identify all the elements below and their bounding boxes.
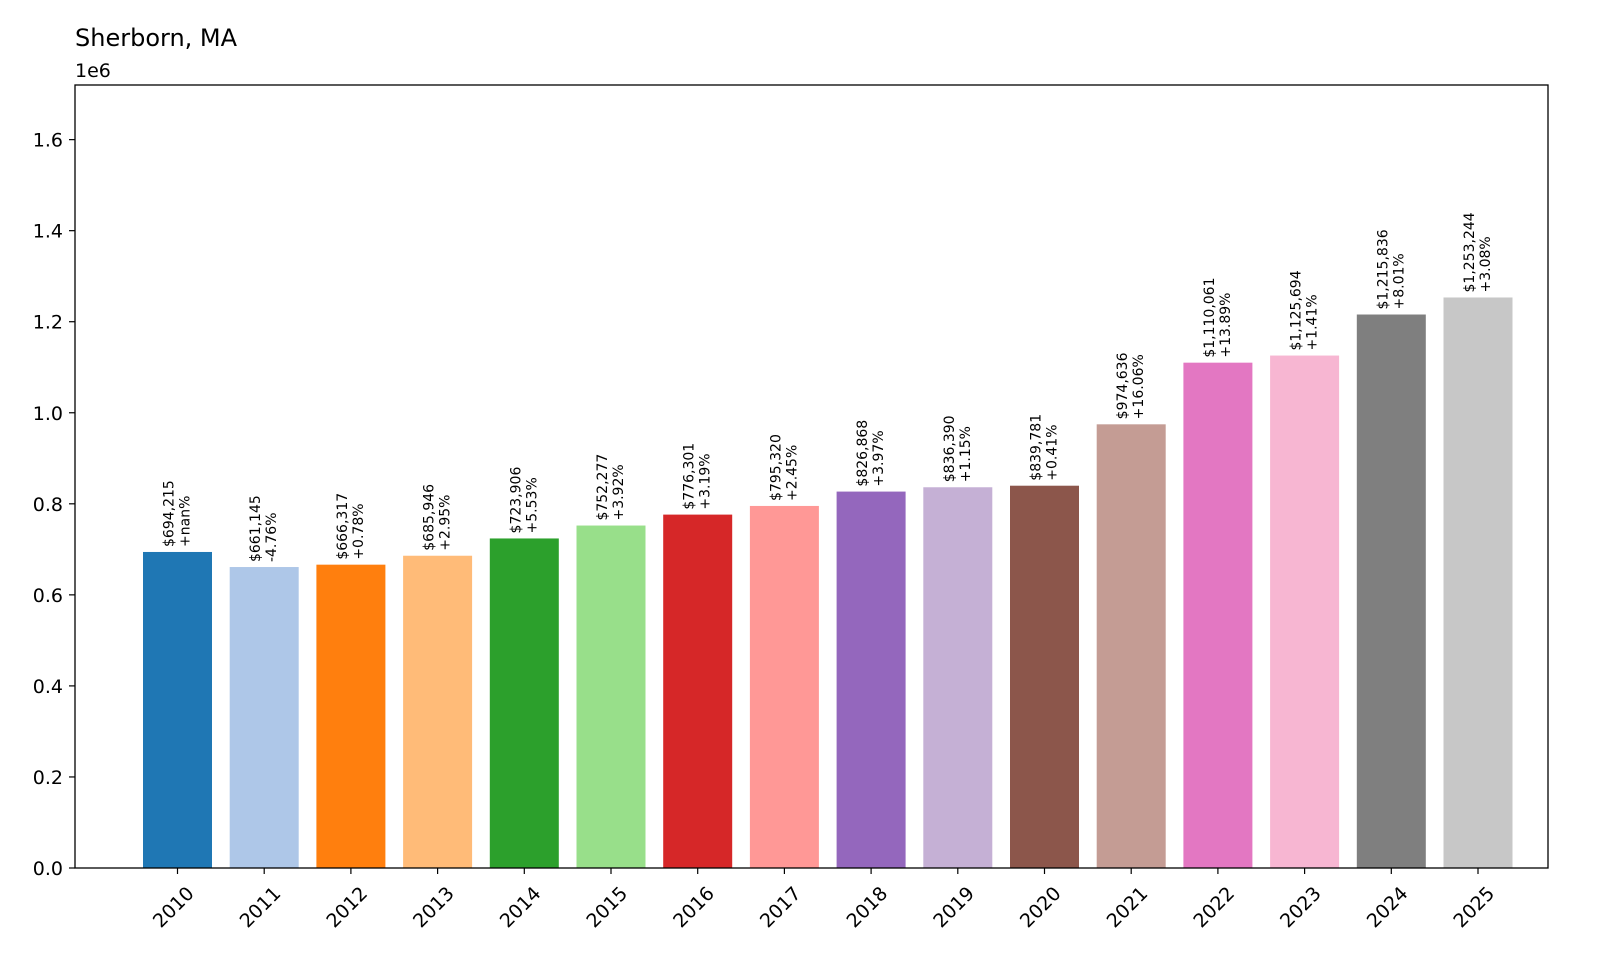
x-tick-label-2019: 2019 xyxy=(929,883,979,933)
bar-2011 xyxy=(229,567,299,868)
bar-2022 xyxy=(1183,362,1253,868)
bar-change-label: +8.01% xyxy=(1391,253,1407,309)
bar-2016 xyxy=(663,514,733,868)
y-tick-label: 0.4 xyxy=(33,676,63,698)
x-tick-label-2024: 2024 xyxy=(1363,883,1413,933)
y-tick-label: 1.6 xyxy=(33,130,63,152)
y-tick-label: 1.0 xyxy=(33,403,63,425)
y-tick-label: 1.2 xyxy=(33,312,63,334)
x-tick-label-2011: 2011 xyxy=(236,883,286,933)
bar-change-label: +1.15% xyxy=(958,426,974,482)
bar-data-label-2013: $685,946+2.95% xyxy=(422,484,454,551)
plot-frame xyxy=(74,84,1549,869)
y-axis-offset-label: 1e6 xyxy=(75,60,111,82)
bar-value-label: $974,636 xyxy=(1115,352,1131,419)
bar-data-label-2014: $723,906+5.53% xyxy=(508,467,540,534)
x-tick-label-2020: 2020 xyxy=(1016,883,1066,933)
bar-change-label: +3.19% xyxy=(698,453,714,509)
bar-change-label: +5.53% xyxy=(524,477,540,533)
bar-2021 xyxy=(1096,424,1166,868)
bar-labels-layer: $694,215+nan% $661,145-4.76% $666,317+0.78… xyxy=(162,212,1495,562)
bar-value-label: $1,110,061 xyxy=(1202,277,1218,357)
bar-change-label: +2.45% xyxy=(784,445,800,501)
bars-layer xyxy=(143,297,1513,869)
bar-change-label: +16.06% xyxy=(1131,354,1147,419)
x-tick-label-2015: 2015 xyxy=(582,883,632,933)
x-tick-label-2021: 2021 xyxy=(1103,883,1153,933)
bar-change-label: +13.89% xyxy=(1218,293,1234,358)
bar-value-label: $839,781 xyxy=(1029,414,1045,481)
bar-data-label-2019: $836,390+1.15% xyxy=(942,415,974,482)
bar-value-label: $776,301 xyxy=(682,443,698,510)
bar-2018 xyxy=(836,491,906,868)
x-tick-label-2017: 2017 xyxy=(756,883,806,933)
bar-value-label: $826,868 xyxy=(855,420,871,487)
bar-value-label: $752,277 xyxy=(595,454,611,521)
bar-change-label: +2.95% xyxy=(438,495,454,551)
bar-data-label-2017: $795,320+2.45% xyxy=(768,434,800,501)
bar-data-label-2021: $974,636+16.06% xyxy=(1115,352,1147,419)
bar-2024 xyxy=(1356,314,1426,869)
bar-2020 xyxy=(1010,485,1079,868)
x-tick-label-2010: 2010 xyxy=(149,883,199,933)
bar-2014 xyxy=(489,538,559,868)
x-tick-label-2014: 2014 xyxy=(496,883,546,933)
y-axis: 0.0 0.2 0.4 0.6 0.8 1.0 1.2 1.4 1.6 xyxy=(33,130,75,880)
bar-data-label-2022: $1,110,061+13.89% xyxy=(1202,277,1234,357)
y-tick-label: 0.8 xyxy=(33,494,63,516)
bar-data-label-2015: $752,277+3.92% xyxy=(595,454,627,521)
bar-value-label: $685,946 xyxy=(422,484,438,551)
x-tick-label-2018: 2018 xyxy=(842,883,892,933)
bar-2017 xyxy=(749,505,819,868)
bar-2019 xyxy=(923,487,993,868)
x-axis: 2010 2011 2012 2013 2014 2015 2016 2017 2018 2019… xyxy=(149,868,1499,932)
bar-data-label-2018: $826,868+3.97% xyxy=(855,420,887,487)
bar-value-label: $661,145 xyxy=(248,495,264,562)
x-tick-label-2023: 2023 xyxy=(1276,883,1326,933)
bar-change-label: +nan% xyxy=(178,496,194,547)
bar-change-label: +0.41% xyxy=(1045,424,1061,480)
y-tick-label: 0.2 xyxy=(33,767,63,789)
bar-value-label: $694,215 xyxy=(162,480,178,547)
bar-data-label-2020: $839,781+0.41% xyxy=(1029,414,1061,481)
bar-2010 xyxy=(143,551,212,868)
y-tick-label: 0.0 xyxy=(33,858,63,880)
x-tick-label-2013: 2013 xyxy=(409,883,459,933)
bar-value-label: $1,253,244 xyxy=(1462,212,1478,292)
bar-2012 xyxy=(316,564,386,868)
chart-title: Sherborn, MA xyxy=(75,24,238,52)
bar-change-label: +3.92% xyxy=(611,464,627,520)
bar-value-label: $1,125,694 xyxy=(1289,270,1305,350)
bar-value-label: $666,317 xyxy=(335,493,351,560)
bar-change-label: +0.78% xyxy=(351,503,367,559)
bar-data-label-2025: $1,253,244+3.08% xyxy=(1462,212,1494,292)
bar-value-label: $723,906 xyxy=(508,467,524,534)
bar-change-label: +1.41% xyxy=(1305,294,1321,350)
x-tick-label-2012: 2012 xyxy=(322,883,372,933)
y-tick-label: 0.6 xyxy=(33,585,63,607)
bar-value-label: $836,390 xyxy=(942,415,958,482)
bar-2025 xyxy=(1443,297,1513,868)
y-tick-label: 1.4 xyxy=(33,221,63,243)
bar-2015 xyxy=(576,525,646,868)
bar-value-label: $795,320 xyxy=(768,434,784,501)
bar-data-label-2016: $776,301+3.19% xyxy=(682,443,714,510)
bar-data-label-2010: $694,215+nan% xyxy=(162,480,194,547)
bar-change-label: +3.08% xyxy=(1478,236,1494,292)
bar-2023 xyxy=(1270,355,1340,868)
bar-change-label: -4.76% xyxy=(264,512,280,562)
bar-value-label: $1,215,836 xyxy=(1375,229,1391,309)
bar-data-label-2023: $1,125,694+1.41% xyxy=(1289,270,1321,350)
bar-data-label-2012: $666,317+0.78% xyxy=(335,493,367,560)
bar-data-label-2011: $661,145-4.76% xyxy=(248,495,280,562)
x-tick-label-2022: 2022 xyxy=(1189,883,1239,933)
x-tick-label-2016: 2016 xyxy=(669,883,719,933)
x-tick-label-2025: 2025 xyxy=(1449,883,1499,933)
bar-change-label: +3.97% xyxy=(871,430,887,486)
bar-data-label-2024: $1,215,836+8.01% xyxy=(1375,229,1407,309)
bar-2013 xyxy=(403,555,473,868)
